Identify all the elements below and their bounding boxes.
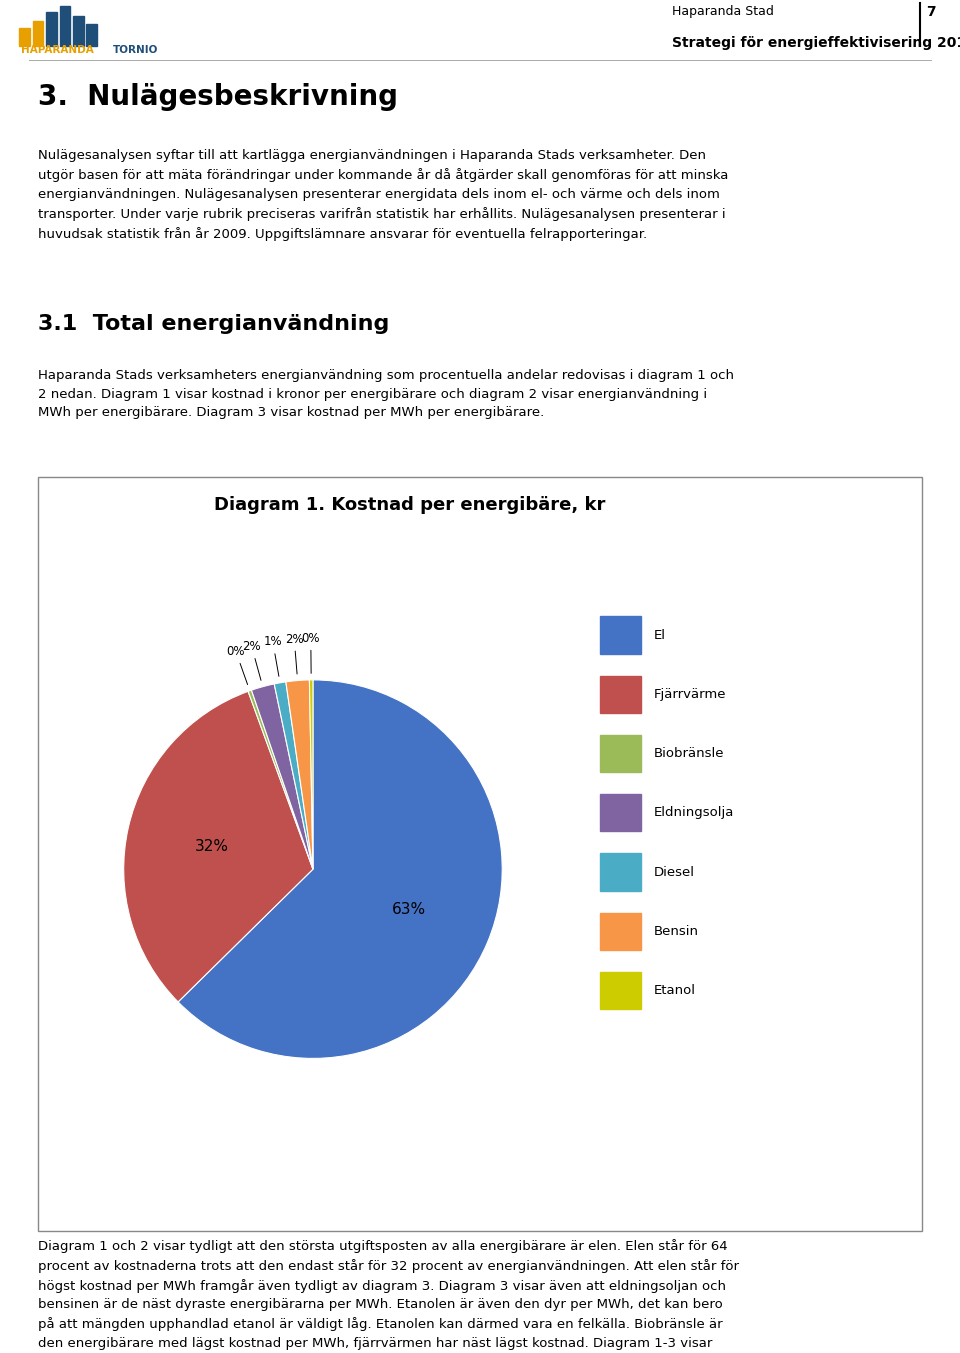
- Wedge shape: [275, 682, 313, 869]
- Bar: [600, 854, 641, 890]
- Text: 0%: 0%: [301, 632, 320, 674]
- Wedge shape: [179, 681, 502, 1058]
- Bar: [86, 24, 97, 46]
- Text: TORNIO: TORNIO: [113, 45, 158, 54]
- Text: Bensin: Bensin: [654, 925, 699, 938]
- Text: 2%: 2%: [285, 632, 303, 674]
- Text: El: El: [654, 629, 666, 641]
- Bar: [46, 12, 57, 46]
- Text: 32%: 32%: [195, 839, 228, 854]
- Bar: [60, 5, 70, 46]
- Text: Nulägesanalysen syftar till att kartlägga energianvändningen i Haparanda Stads v: Nulägesanalysen syftar till att kartlägg…: [38, 149, 729, 241]
- Bar: [600, 617, 641, 653]
- Text: Haparanda Stad: Haparanda Stad: [672, 5, 774, 18]
- Text: 3.  Nulägesbeskrivning: 3. Nulägesbeskrivning: [38, 83, 398, 111]
- Wedge shape: [309, 681, 313, 869]
- Text: Strategi för energieffektivisering 2014-2020: Strategi för energieffektivisering 2014-…: [672, 37, 960, 50]
- Bar: [600, 735, 641, 773]
- Text: Eldningsolja: Eldningsolja: [654, 806, 734, 820]
- Text: 1%: 1%: [263, 636, 282, 676]
- Text: Diagram 1. Kostnad per energibäre, kr: Diagram 1. Kostnad per energibäre, kr: [214, 497, 605, 514]
- Bar: [600, 971, 641, 1009]
- Bar: [33, 22, 43, 46]
- Text: Etanol: Etanol: [654, 984, 696, 997]
- Bar: [19, 28, 30, 46]
- Wedge shape: [124, 691, 313, 1003]
- Bar: [73, 16, 84, 46]
- Text: HAPARANDA: HAPARANDA: [21, 45, 94, 54]
- FancyBboxPatch shape: [38, 478, 922, 1231]
- Text: Diagram 1 och 2 visar tydligt att den största utgiftsposten av alla energibärare: Diagram 1 och 2 visar tydligt att den st…: [38, 1239, 739, 1353]
- Wedge shape: [248, 690, 313, 869]
- Text: Fjärrvärme: Fjärrvärme: [654, 687, 727, 701]
- Wedge shape: [286, 681, 313, 869]
- Text: 3.1  Total energianvändning: 3.1 Total energianvändning: [38, 314, 390, 334]
- Text: 63%: 63%: [392, 902, 426, 917]
- Text: Haparanda Stads verksamheters energianvändning som procentuella andelar redovisa: Haparanda Stads verksamheters energianvä…: [38, 369, 734, 419]
- Bar: [600, 675, 641, 713]
- Text: 2%: 2%: [242, 640, 261, 681]
- Wedge shape: [252, 683, 313, 869]
- Bar: [600, 913, 641, 950]
- Bar: [600, 794, 641, 832]
- Text: Biobränsle: Biobränsle: [654, 747, 724, 760]
- Text: Diesel: Diesel: [654, 866, 695, 878]
- Text: 7: 7: [926, 5, 936, 19]
- Text: 0%: 0%: [227, 645, 248, 685]
